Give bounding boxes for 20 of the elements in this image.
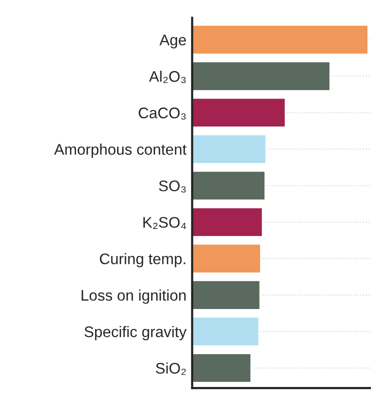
- y-tick-label: K₂SO₄: [143, 216, 186, 229]
- y-tick-label: SO₃: [158, 180, 186, 193]
- bar: [192, 280, 261, 310]
- bar: [192, 24, 369, 55]
- bar: [192, 134, 267, 164]
- bar: [192, 243, 262, 274]
- y-tick-label: Loss on ignition: [82, 290, 186, 304]
- y-tick-label: Amorphous content: [54, 144, 186, 158]
- y-tick-label: Specific gravity: [84, 326, 187, 340]
- y-tick-label: CaCO₃: [138, 108, 186, 120]
- bar: [192, 316, 260, 347]
- bar: [192, 206, 264, 238]
- y-tick-label: Al₂O₃: [149, 70, 186, 84]
- bar: [192, 170, 266, 201]
- bar: [192, 60, 331, 92]
- bar: [192, 97, 286, 128]
- y-tick-label: Age: [159, 34, 186, 48]
- y-tick-label: Curing temp.: [100, 253, 186, 268]
- y-tick-label: SiO₂: [156, 362, 186, 375]
- bar: [192, 352, 252, 384]
